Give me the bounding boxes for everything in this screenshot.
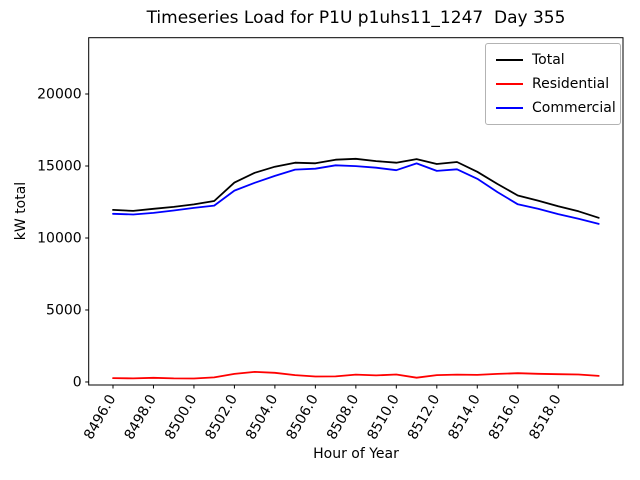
x-tick-label: 8500.0 xyxy=(162,392,200,442)
x-tick-label: 8504.0 xyxy=(243,392,281,442)
x-tick-label: 8514.0 xyxy=(445,392,483,442)
chart-title: Timeseries Load for P1U p1uhs11_1247 Day… xyxy=(146,8,566,28)
legend-label: Residential xyxy=(532,76,610,93)
series-line-total xyxy=(112,157,600,219)
series-line-residential xyxy=(112,370,600,380)
y-tick-label: 5000 xyxy=(46,302,82,318)
y-axis-label: kW total xyxy=(13,181,29,241)
total-line-swatch xyxy=(496,59,523,62)
y-tick-label: 10000 xyxy=(37,230,82,246)
commercial-line-swatch xyxy=(496,107,523,110)
x-tick-label: 8502.0 xyxy=(203,392,241,442)
x-tick-label: 8508.0 xyxy=(324,392,362,442)
y-tick-label: 15000 xyxy=(37,158,82,174)
legend-entry-total: Total xyxy=(496,52,610,68)
x-tick-label: 8516.0 xyxy=(486,392,524,442)
x-tick-label: 8510.0 xyxy=(364,392,402,442)
x-axis-label: Hour of Year xyxy=(313,446,399,462)
legend: Total Residential Commercial xyxy=(485,43,621,126)
x-tick-label: 8496.0 xyxy=(81,392,119,442)
series-line-commercial xyxy=(112,162,600,225)
residential-line-swatch xyxy=(496,83,523,86)
x-tick-label: 8512.0 xyxy=(405,392,443,442)
x-tick-label: 8518.0 xyxy=(526,392,564,442)
legend-entry-residential: Residential xyxy=(496,76,610,92)
x-tick-label: 8498.0 xyxy=(122,392,160,442)
x-tick-label: 8506.0 xyxy=(283,392,321,442)
y-tick-label: 20000 xyxy=(37,86,82,102)
y-tick-label: 0 xyxy=(73,374,82,390)
legend-entry-commercial: Commercial xyxy=(496,100,616,116)
legend-label: Commercial xyxy=(532,100,616,117)
legend-label: Total xyxy=(532,52,565,68)
